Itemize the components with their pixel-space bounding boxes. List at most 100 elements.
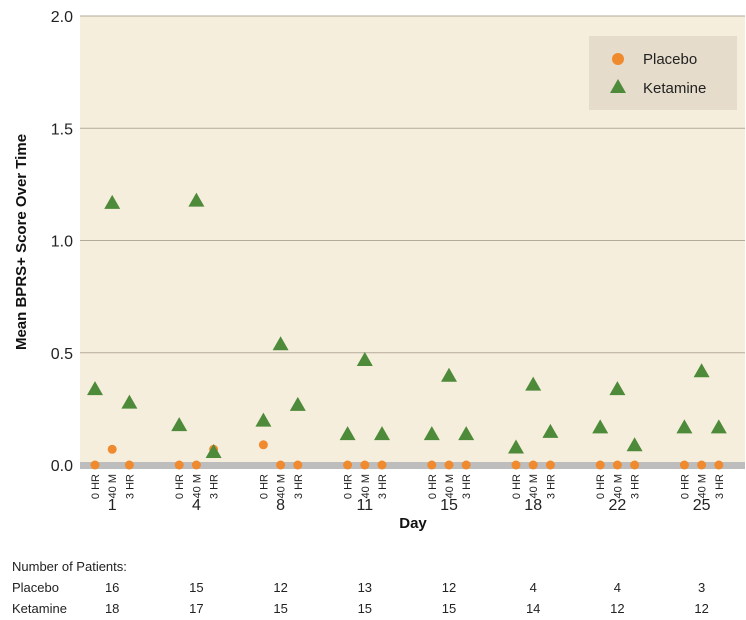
legend-placebo-marker — [612, 53, 624, 65]
placebo-point — [528, 460, 538, 470]
day-label: 11 — [356, 497, 373, 514]
y-tick-label: 1.5 — [51, 121, 73, 138]
placebo-point — [612, 460, 622, 470]
day-label: 4 — [192, 497, 201, 514]
y-tick-label: 0.0 — [51, 458, 73, 475]
timepoint-label: 3 HR — [714, 474, 726, 499]
timepoint-labels: 0 HR 40 M 3 HR 0 HR 40 M 3 HR 0 HR 40 M 3 HR 0 HR… — [90, 474, 726, 499]
ketamine-point — [609, 381, 626, 396]
placebo-point — [258, 440, 268, 450]
timepoint-label: 0 HR — [90, 474, 102, 499]
timepoint-label: 3 HR — [461, 474, 473, 499]
placebo-point — [360, 460, 370, 470]
timepoint-label: 40 M — [107, 474, 119, 498]
day-label: 8 — [276, 497, 285, 514]
timepoint-label: 0 HR — [679, 474, 691, 499]
timepoint-label: 40 M — [444, 474, 456, 498]
patient-count-cell: 13 — [357, 580, 373, 595]
timepoint-label: 0 HR — [343, 474, 355, 499]
placebo-point — [630, 460, 640, 470]
ketamine-point — [710, 419, 727, 434]
placebo-point — [595, 460, 605, 470]
timepoint-label: 40 M — [528, 474, 540, 498]
placebo-point — [191, 460, 201, 470]
ketamine-point — [441, 367, 457, 382]
patient-count-cell: 12 — [273, 580, 288, 595]
patient-count-cell: 12 — [694, 601, 709, 616]
ketamine-point — [374, 426, 390, 441]
timepoint-label: 0 HR — [427, 474, 439, 499]
placebo-point — [427, 460, 437, 470]
timepoint-label: 40 M — [191, 474, 203, 498]
patient-count-cell: 4 — [529, 580, 537, 595]
placebo-point — [107, 444, 117, 454]
ketamine-point — [458, 426, 475, 441]
timepoint-label: 3 HR — [124, 474, 136, 499]
placebo-point — [276, 460, 286, 470]
patient-counts-table: Number of Patients: Placebo 16 15 12 13 12 4 4… — [12, 556, 709, 619]
placebo-point — [679, 460, 689, 470]
ketamine-point — [289, 396, 306, 411]
legend-ketamine-label: Ketamine — [643, 80, 706, 97]
placebo-point — [444, 460, 454, 470]
ketamine-point — [525, 376, 542, 391]
y-axis-title: Mean BPRS+ Score Over Time — [13, 134, 30, 350]
ketamine-point — [542, 423, 559, 438]
patient-count-cell: 12 — [441, 580, 457, 595]
timepoint-label: 3 HR — [377, 474, 389, 499]
patient-counts-row-placebo: Placebo 16 15 12 13 12 4 4 3 — [12, 577, 705, 598]
ketamine-point — [676, 419, 693, 434]
data-marks — [87, 192, 727, 470]
y-tick-label: 0.5 — [51, 346, 73, 363]
patient-count-cell: 15 — [189, 580, 204, 595]
ketamine-point — [693, 363, 710, 378]
placebo-point — [377, 460, 387, 470]
timepoint-label: 3 HR — [545, 474, 557, 499]
grid-layer — [80, 15, 745, 469]
patient-count-cell: 4 — [613, 580, 621, 595]
ketamine-point — [423, 426, 440, 441]
ketamine-point — [104, 194, 121, 209]
timepoint-label: 40 M — [276, 474, 288, 498]
ketamine-point — [171, 417, 188, 432]
legend-box — [589, 36, 737, 110]
placebo-point — [697, 460, 707, 470]
row-label: Placebo — [12, 580, 59, 595]
patient-count-cell: 18 — [104, 601, 120, 616]
timepoint-label: 3 HR — [630, 474, 642, 499]
ketamine-point — [272, 336, 289, 351]
timepoint-label: 40 M — [612, 474, 624, 498]
day-label: 18 — [524, 497, 542, 514]
patient-count-cell: 15 — [273, 601, 288, 616]
ketamine-point — [592, 419, 609, 434]
day-labels: 1 4 8 11 15 18 22 25 — [108, 497, 711, 514]
x-axis-title: Day — [399, 515, 427, 532]
timepoint-label: 0 HR — [258, 474, 270, 499]
ketamine-point — [255, 412, 272, 427]
ketamine-point — [188, 192, 205, 207]
patient-counts-row-ketamine: Ketamine 18 17 15 15 15 14 12 12 — [12, 598, 709, 619]
timepoint-label: 3 HR — [293, 474, 305, 499]
placebo-point — [461, 460, 471, 470]
placebo-point — [174, 460, 184, 470]
placebo-point — [293, 460, 303, 470]
ketamine-point — [626, 437, 643, 452]
placebo-point — [124, 460, 134, 470]
y-axis-ticks: 0.0 0.5 1.0 1.5 2.0 — [51, 9, 73, 475]
placebo-point — [714, 460, 724, 470]
timepoint-label: 0 HR — [595, 474, 607, 499]
placebo-point — [545, 460, 555, 470]
row-label: Ketamine — [12, 601, 67, 616]
day-label: 1 — [108, 497, 117, 514]
legend-placebo-label: Placebo — [643, 51, 697, 68]
patient-count-cell: 16 — [104, 580, 120, 595]
day-label: 15 — [440, 497, 458, 514]
y-tick-label: 1.0 — [51, 234, 73, 251]
patient-count-cell: 15 — [357, 601, 373, 616]
patient-count-cell: 17 — [189, 601, 204, 616]
ketamine-point — [87, 381, 103, 396]
patient-count-cell: 12 — [610, 601, 625, 616]
placebo-point — [511, 460, 521, 470]
ketamine-point — [121, 394, 138, 409]
